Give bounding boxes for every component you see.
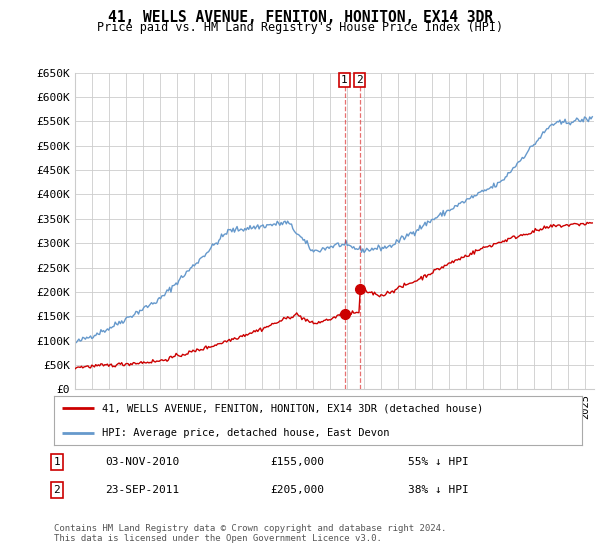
Text: 38% ↓ HPI: 38% ↓ HPI [408, 485, 469, 495]
Text: Contains HM Land Registry data © Crown copyright and database right 2024.
This d: Contains HM Land Registry data © Crown c… [54, 524, 446, 543]
Text: 41, WELLS AVENUE, FENITON, HONITON, EX14 3DR (detached house): 41, WELLS AVENUE, FENITON, HONITON, EX14… [101, 403, 483, 413]
Text: HPI: Average price, detached house, East Devon: HPI: Average price, detached house, East… [101, 428, 389, 438]
Text: £205,000: £205,000 [270, 485, 324, 495]
Text: 03-NOV-2010: 03-NOV-2010 [105, 457, 179, 467]
Text: 2: 2 [53, 485, 61, 495]
Text: Price paid vs. HM Land Registry's House Price Index (HPI): Price paid vs. HM Land Registry's House … [97, 21, 503, 34]
Text: 1: 1 [53, 457, 61, 467]
Text: £155,000: £155,000 [270, 457, 324, 467]
Text: 2: 2 [356, 75, 363, 85]
Text: 1: 1 [341, 75, 348, 85]
Text: 55% ↓ HPI: 55% ↓ HPI [408, 457, 469, 467]
Text: 41, WELLS AVENUE, FENITON, HONITON, EX14 3DR: 41, WELLS AVENUE, FENITON, HONITON, EX14… [107, 10, 493, 25]
Text: 23-SEP-2011: 23-SEP-2011 [105, 485, 179, 495]
